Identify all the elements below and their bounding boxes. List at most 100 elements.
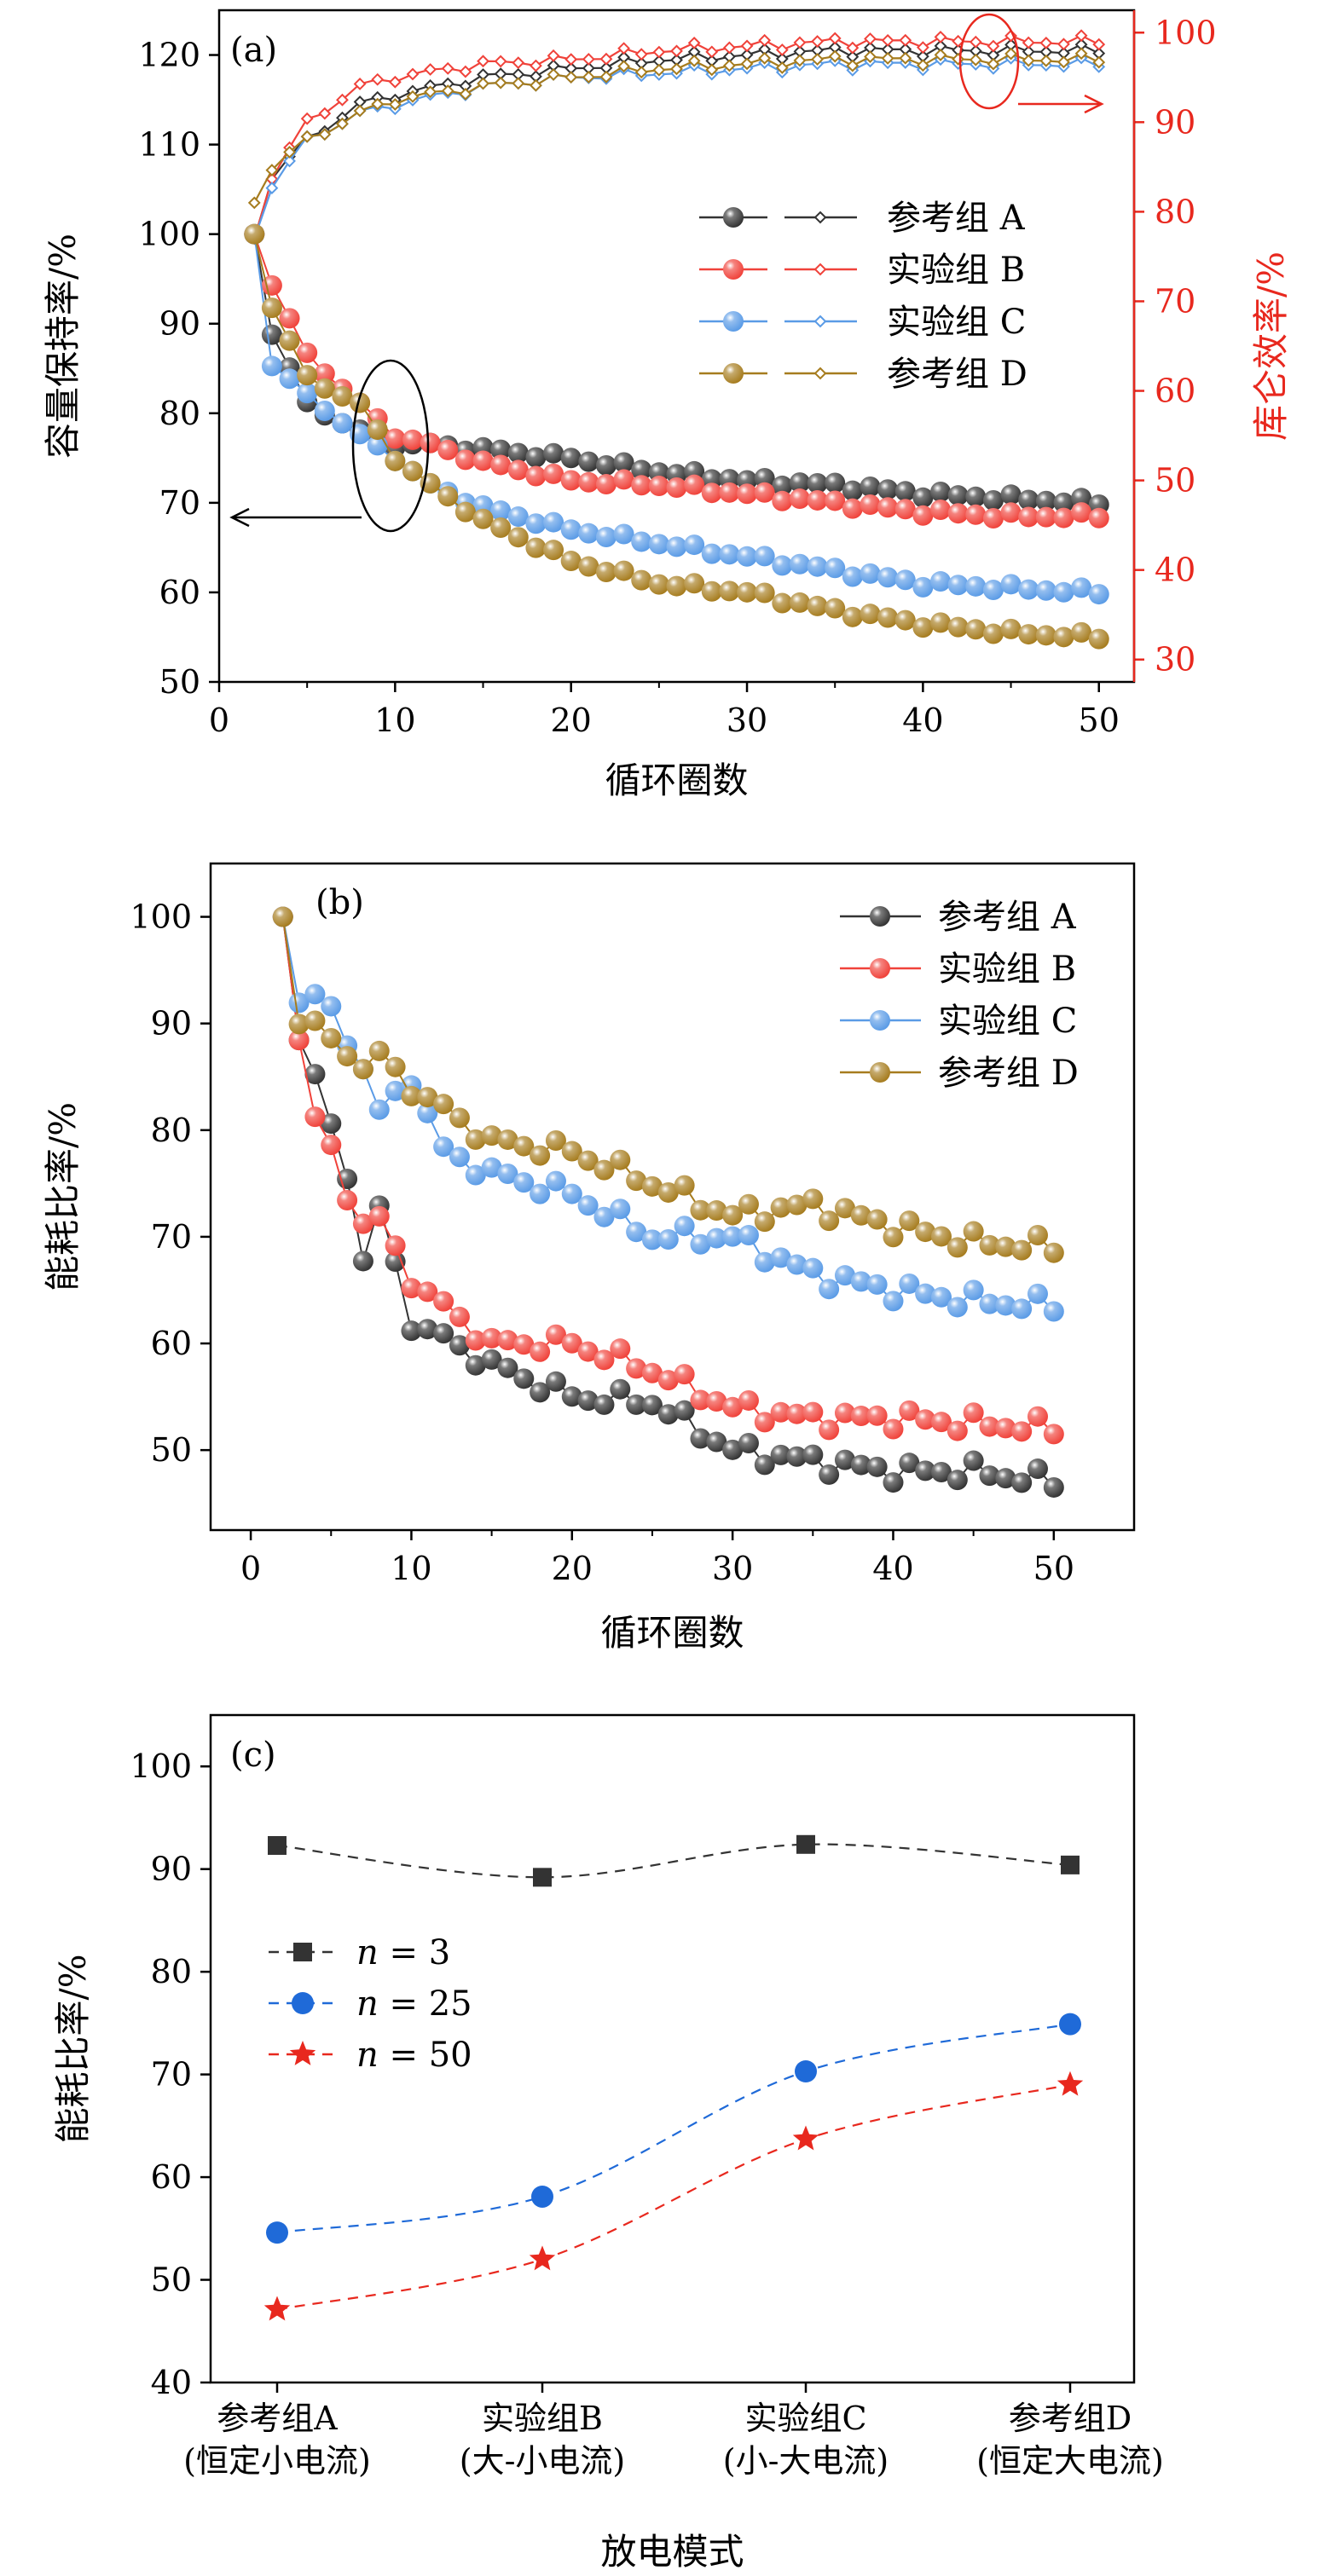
y-tick-label: 120 [138,37,200,74]
capacity-point [912,617,934,638]
capacity-point [1053,492,1074,513]
efficiency-point [477,55,489,68]
data-point [834,1402,855,1424]
efficiency-point [582,71,595,84]
y-tick-label: 110 [138,126,200,164]
capacity-point [701,580,722,602]
capacity-point [965,619,987,640]
capacity-point [666,575,687,597]
legend-operator: = [379,1984,429,2024]
efficiency-point [740,39,754,53]
capacity-point [314,378,335,399]
data-point [417,1281,438,1302]
y2-axis-label: 库仑效率/% [1250,251,1292,441]
data-point [738,1389,759,1411]
data-point [819,1210,840,1232]
data-point [531,2185,553,2208]
capacity-point [472,508,494,529]
capacity-point [1088,584,1109,605]
capacity-point [543,463,564,484]
capacity-point [578,523,599,544]
y-tick-label: 100 [130,1747,192,1785]
efficiency-point [265,182,279,195]
capacity-point [350,392,371,413]
data-point [796,1834,815,1854]
capacity-point [297,383,318,404]
data-point [641,1395,663,1416]
capacity-point [648,534,669,555]
data-point [561,1332,582,1354]
data-point [577,1341,599,1362]
data-point [1011,1421,1033,1442]
capacity-point [754,546,775,567]
capacity-point [947,616,969,638]
data-point [561,1141,582,1162]
y-tick-label: 50 [159,663,200,701]
data-point [754,1211,775,1233]
data-point [657,1228,679,1250]
x-tick-label: 20 [551,702,592,739]
capacity-point [789,553,810,575]
efficiency-point [318,128,332,142]
capacity-point [595,562,617,583]
legend-variable: n [356,2036,379,2075]
data-point [610,1378,631,1400]
data-point [930,1226,952,1247]
efficiency-point [722,59,736,72]
capacity-point [507,527,529,548]
category-label: 参考组A [217,2400,338,2437]
efficiency-point [441,84,454,97]
x-tick-label: 0 [240,1550,261,1587]
data-point [963,1221,984,1242]
efficiency-point [1022,54,1035,67]
legend-label: n = 3 [356,1933,450,1972]
capacity-point [279,308,300,329]
data-point [513,1334,535,1355]
data-point [899,1273,920,1294]
data-point [946,1420,968,1441]
efficiency-point [477,77,489,90]
efficiency-point [1004,47,1017,61]
data-point [657,1181,679,1203]
x-tick-label: 50 [1033,1550,1074,1587]
capacity-point [490,517,512,539]
y2-tick-label: 40 [1155,552,1195,589]
efficiency-point [846,59,860,72]
data-point [979,1416,1000,1437]
capacity-point [930,499,952,520]
data-point [706,1391,727,1412]
y2-tick-label: 100 [1155,14,1217,51]
legend-marker [293,1943,312,1961]
capacity-point [772,475,793,496]
data-point [368,1099,390,1120]
efficiency-point [388,98,402,111]
capacity-point [701,543,722,564]
capacity-point [860,604,881,625]
y-tick-label: 60 [151,1325,192,1362]
capacity-point [1018,624,1039,645]
data-point [530,1145,551,1166]
efficiency-point [670,62,683,76]
efficiency-point [530,59,542,72]
data-point [417,1087,438,1108]
capacity-point [684,534,705,556]
legend-label: 参考组 A [938,898,1077,937]
capacity-point [825,598,846,619]
efficiency-point [687,36,701,49]
capacity-point [737,483,758,505]
efficiency-point [1057,38,1070,51]
capacity-point [1088,507,1109,528]
data-point [915,1409,936,1430]
data-point [610,1338,631,1360]
legend-marker [289,2041,316,2065]
y-axis-label: 能耗比率/% [52,1954,94,2143]
efficiency-point [652,45,666,59]
data-point [1043,1301,1064,1322]
capacity-point [666,536,687,557]
panel-b-frame [209,862,1136,1532]
data-point [352,1250,373,1272]
legend-label: 参考组 D [887,355,1028,394]
y2-tick-label: 60 [1155,373,1195,410]
data-point [337,1190,358,1211]
capacity-point [525,537,547,558]
